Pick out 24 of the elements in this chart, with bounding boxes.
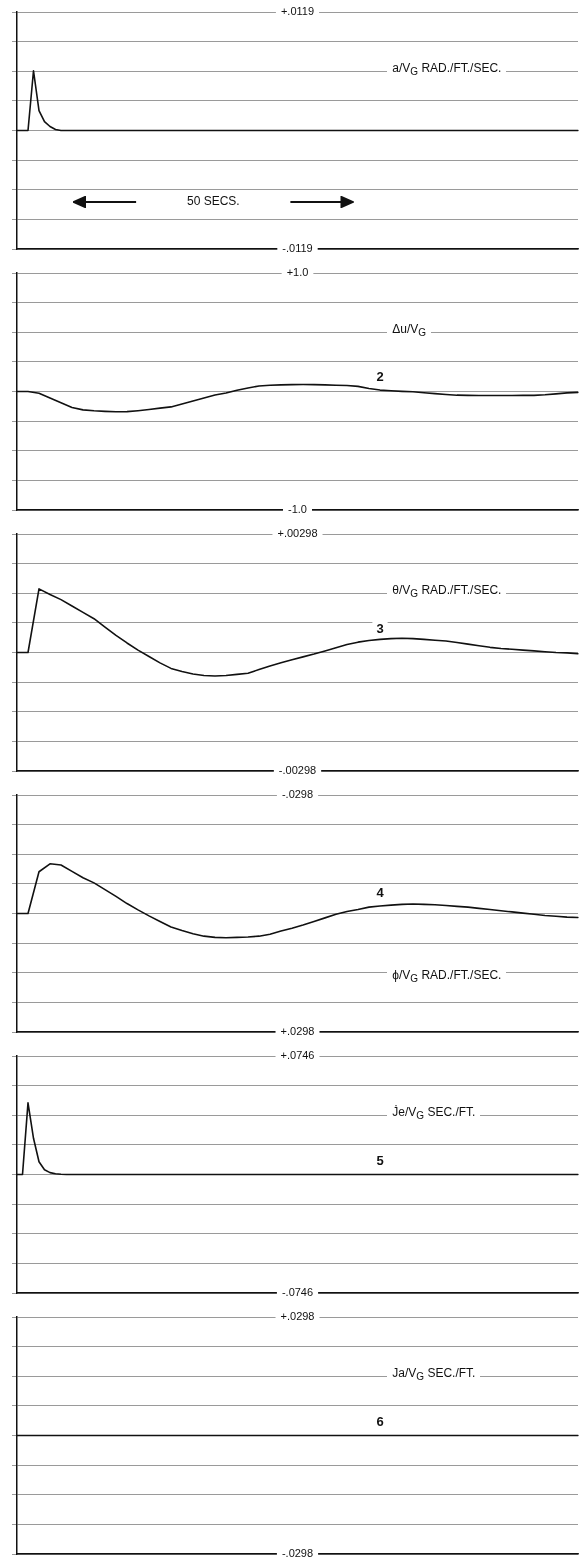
y-tick-label: +.00298: [277, 527, 318, 540]
y-axis-title: ϕ/V$_{G}$ RAD./FT./SEC.: [387, 965, 507, 987]
y-tick-label: +1.0: [286, 266, 309, 279]
y-tick-label: +.0298: [280, 1310, 315, 1323]
y-tick-label: -.0298: [281, 1547, 314, 1560]
y-tick-label: -.0119: [282, 242, 313, 255]
y-tick-label: -.0298: [281, 788, 314, 801]
annotation: 3: [376, 620, 384, 636]
y-axis-title: θ/V$_{G}$ RAD./FT./SEC.: [387, 581, 507, 602]
y-tick-label: +.0119: [280, 5, 315, 18]
y-axis-title: Δu/V$_{G}$: [387, 320, 432, 341]
y-axis-title: J̇e/V$_{G}$ SEC./FT.: [387, 1103, 481, 1124]
y-tick-label: -.0746: [281, 1286, 314, 1299]
y-tick-label: -1.0: [288, 503, 307, 516]
annotation: 5: [376, 1153, 384, 1169]
annotation: 2: [376, 368, 384, 384]
y-axis-title: a/V$_{G}$ RAD./FT./SEC.: [387, 59, 507, 80]
annotation: 4: [376, 885, 385, 901]
y-axis-title: Ja/V$_{G}$ SEC./FT.: [387, 1364, 481, 1385]
annotation: 50 SECS.: [187, 193, 240, 208]
y-tick-label: +.0746: [280, 1049, 315, 1062]
y-tick-label: -.00298: [278, 764, 317, 777]
y-tick-label: +.0298: [280, 1025, 315, 1038]
annotation: 6: [376, 1414, 384, 1430]
